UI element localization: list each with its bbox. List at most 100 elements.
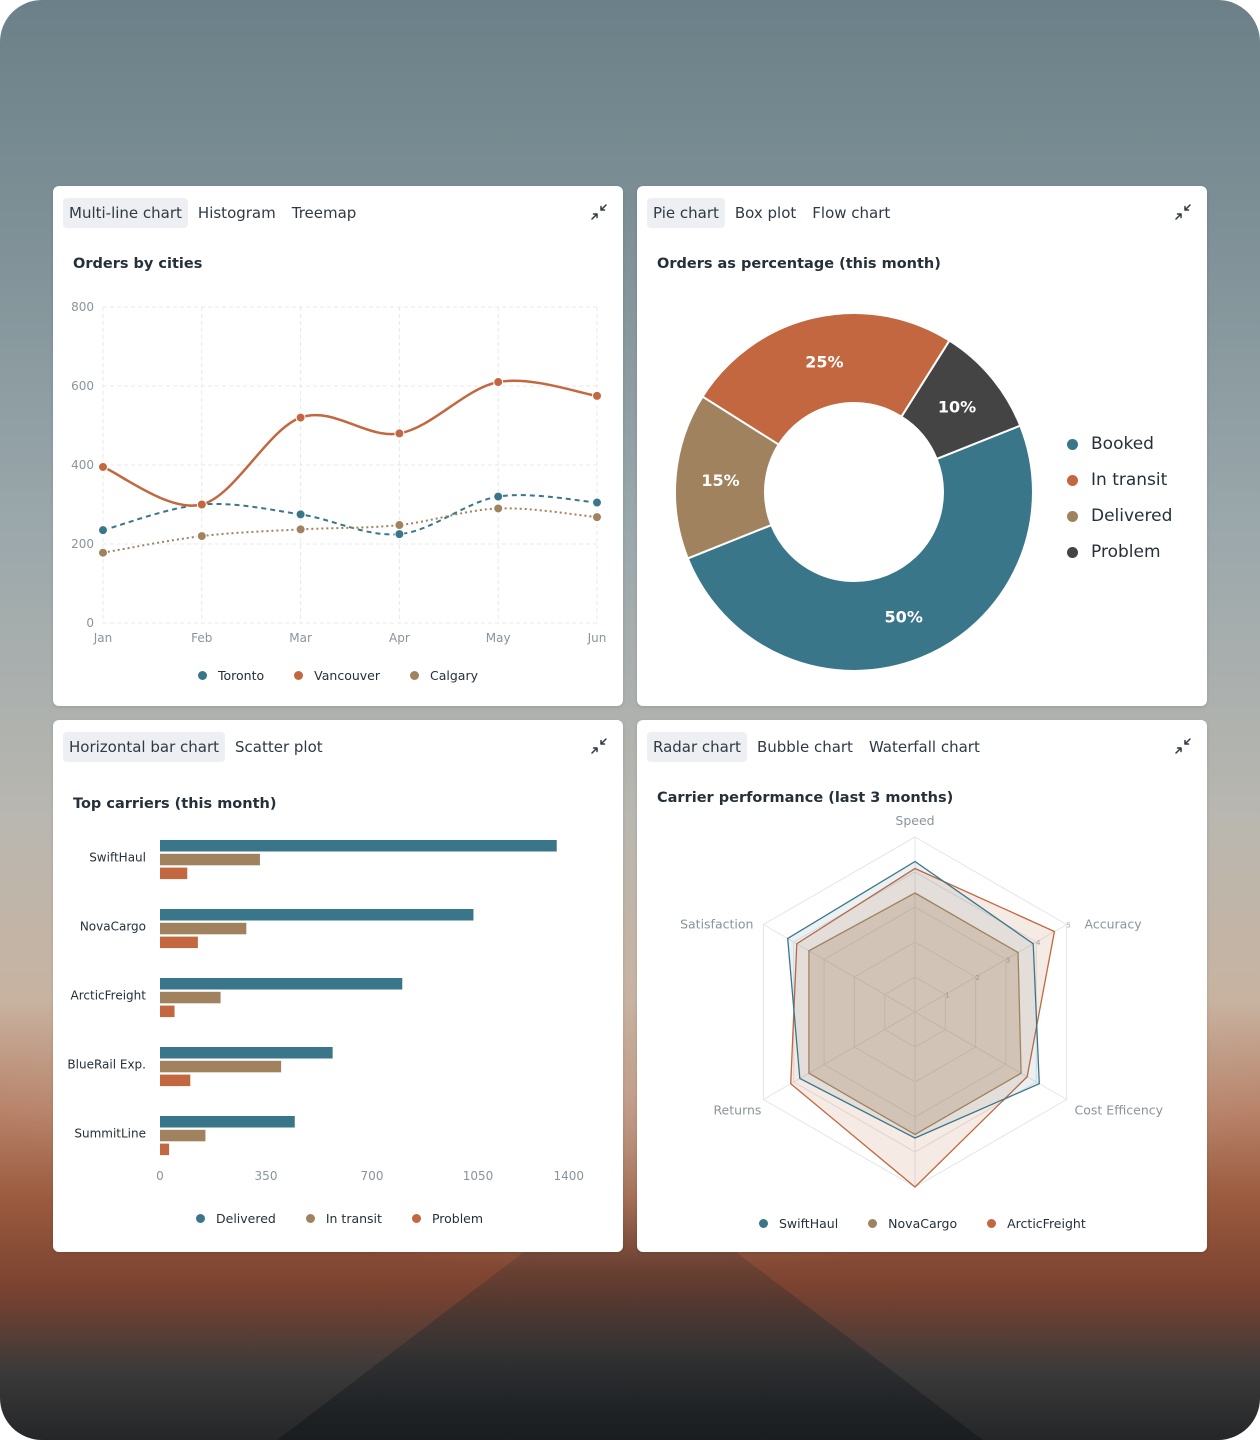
pie-slice [686,424,1034,672]
y-tick-label: 600 [71,379,94,393]
chart-legend: Booked In transit Delivered Problem [1067,426,1172,570]
tab-waterfall-chart[interactable]: Waterfall chart [868,738,980,756]
data-point [394,428,405,439]
tab-box-plot[interactable]: Box plot [734,204,797,222]
bar [160,1143,170,1156]
data-point [98,461,108,472]
legend-item-novacargo: NovaCargo [868,1216,957,1231]
bar [160,922,247,935]
legend-dot [987,1219,997,1228]
tab-scatter-plot[interactable]: Scatter plot [235,738,323,756]
legend-item-swifthaul: SwiftHaul [759,1216,838,1231]
category-label: ArcticFreight [71,988,147,1002]
bar [160,909,474,921]
tab-pie-chart[interactable]: Pie chart [647,198,725,228]
tab-radar-chart[interactable]: Radar chart [647,732,747,762]
data-point [295,524,306,535]
horizontal-bar-chart: SwiftHaul NovaCargo ArcticFreight BlueRail … [67,840,584,1183]
collapse-arrows-icon[interactable] [1175,738,1191,754]
axis-label: Speed [895,813,934,828]
x-tick-label: 700 [361,1169,384,1183]
radar-spoke [763,1011,916,1100]
radar-spoke [763,924,916,1013]
legend-label: SwiftHaul [779,1216,839,1231]
category-label: SummitLine [74,1126,146,1140]
y-tick-label: 800 [71,300,94,314]
bar [160,978,403,990]
legend-label: Vancouver [314,668,380,683]
legend-dot [1067,546,1078,558]
series-line [102,507,598,554]
data-point [98,547,108,558]
y-tick-label: 400 [71,458,94,472]
data-point [196,499,207,510]
collapse-arrows-icon[interactable] [591,204,607,220]
x-tick-label: Feb [191,631,212,645]
bar [160,1005,175,1018]
radial-tick-label: 3 [1006,957,1010,965]
category-label: NovaCargo [80,919,146,933]
radial-tick-label: 4 [1036,939,1041,947]
data-point [493,491,504,502]
data-point [592,512,602,523]
data-point [394,529,405,540]
line-chart: 0 200 400 600 800 Jan Feb Mar Apr May Jun [71,300,606,645]
x-tick-label: 1400 [553,1169,584,1183]
legend-label: In transit [1091,470,1168,490]
legend-dot [198,671,207,680]
pie-slice [701,312,951,446]
legend-item-problem: Problem [1067,534,1172,570]
legend-label: Problem [1091,542,1161,562]
legend-item-in-transit: In transit [1067,462,1172,498]
tab-bar: Multi-line chart Histogram Treemap [63,198,362,228]
legend-dot [305,1214,315,1223]
data-point [295,509,306,520]
x-tick-label: Jan [93,631,113,645]
legend-dot [1067,474,1078,486]
legend-dot [1067,510,1078,522]
radial-tick-label: 1 [945,992,949,1000]
chart-title: Carrier performance (last 3 months) [657,790,954,806]
legend-label: Toronto [218,668,265,683]
tab-bar: Pie chart Box plot Flow chart [647,198,896,228]
slice-label: 10% [938,397,976,416]
tab-histogram[interactable]: Histogram [197,204,276,222]
radar-chart: 12345SpeedAccuracyCost EfficencyVolumeRe… [680,813,1164,1188]
series-line [102,379,598,507]
legend-item-booked: Booked [1067,426,1172,462]
category-label: BlueRail Exp. [67,1057,146,1071]
radial-tick-label: 5 [1066,922,1070,930]
tab-bubble-chart[interactable]: Bubble chart [756,738,853,756]
x-tick-label: 350 [255,1169,278,1183]
axis-label: Returns [713,1103,761,1118]
data-point [394,520,405,531]
pie-slice [674,395,781,560]
legend-item-calgary: Calgary [410,668,478,683]
chart-title: Orders by cities [73,256,203,272]
tab-flow-chart[interactable]: Flow chart [812,204,891,222]
legend-dot [410,671,419,680]
legend-label: Calgary [430,668,478,683]
tab-bar: Horizontal bar chart Scatter plot [63,732,329,762]
radar-series [808,892,1022,1136]
legend-label: In transit [325,1211,382,1226]
collapse-arrows-icon[interactable] [591,738,607,754]
legend-label: Delivered [1091,506,1173,526]
tab-horizontal-bar-chart[interactable]: Horizontal bar chart [63,732,225,762]
legend-dot [196,1214,205,1223]
tab-bar: Radar chart Bubble chart Waterfall chart [647,732,986,762]
pie-slice [900,339,1022,461]
bar [160,840,557,852]
collapse-arrows-icon[interactable] [1175,204,1191,220]
axis-label: Accuracy [1085,917,1143,932]
chart-title: Top carriers (this month) [73,796,277,812]
y-tick-label: 0 [86,616,94,630]
tab-treemap[interactable]: Treemap [291,204,357,222]
series-line [102,494,598,536]
slice-label: 25% [805,352,843,371]
radar-spoke [914,924,1067,1013]
radial-tick-label: 2 [975,974,979,982]
legend-label: NovaCargo [888,1216,958,1231]
tab-multi-line-chart[interactable]: Multi-line chart [63,198,188,228]
category-label: SwiftHaul [89,850,146,864]
